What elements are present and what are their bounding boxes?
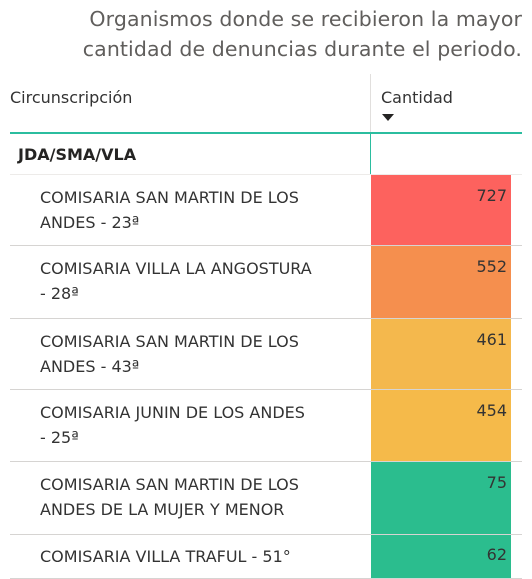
value-cell: 75 [371, 462, 511, 534]
table-row[interactable]: COMISARIA SAN MARTIN DE LOS ANDES DE LA … [10, 462, 522, 535]
row-name-line-1: COMISARIA SAN MARTIN DE LOS [40, 475, 299, 494]
value-cell: 727 [371, 175, 511, 245]
row-name-line-2: - 25ª [40, 428, 79, 447]
row-name: COMISARIA JUNIN DE LOS ANDES - 25ª [40, 400, 360, 450]
row-value: 62 [486, 545, 507, 564]
row-name-line-1: COMISARIA SAN MARTIN DE LOS [40, 188, 299, 207]
row-name-line-2: ANDES - 43ª [40, 357, 140, 376]
value-cell: 461 [371, 319, 511, 389]
row-name-line-1: COMISARIA SAN MARTIN DE LOS [40, 332, 299, 351]
table-row[interactable]: COMISARIA VILLA LA ANGOSTURA - 28ª 552 [10, 246, 522, 319]
row-name: COMISARIA SAN MARTIN DE LOS ANDES - 43ª [40, 329, 360, 379]
value-cell: 552 [371, 246, 511, 318]
row-value: 727 [476, 186, 507, 205]
row-name: COMISARIA SAN MARTIN DE LOS ANDES - 23ª [40, 185, 360, 235]
row-value: 75 [486, 473, 507, 492]
row-name: COMISARIA VILLA TRAFUL - 51° [40, 544, 360, 569]
table-row[interactable]: COMISARIA SAN MARTIN DE LOS ANDES - 23ª … [10, 175, 522, 246]
row-name-line-2: ANDES DE LA MUJER Y MENOR [40, 500, 285, 519]
value-cell: 454 [371, 390, 511, 461]
table-header: Circunscripción Cantidad [10, 74, 522, 134]
row-name-line-1: COMISARIA JUNIN DE LOS ANDES [40, 403, 305, 422]
table-row[interactable]: COMISARIA JUNIN DE LOS ANDES - 25ª 454 [10, 390, 522, 462]
row-name-line-1: COMISARIA VILLA LA ANGOSTURA [40, 259, 312, 278]
row-name-line-2: ANDES - 23ª [40, 213, 140, 232]
row-value: 552 [476, 257, 507, 276]
row-name-line-1: COMISARIA VILLA TRAFUL - 51° [40, 547, 291, 566]
table-visual: Circunscripción Cantidad JDA/SMA/VLA COM… [10, 74, 522, 579]
column-header-cantidad[interactable]: Cantidad [370, 74, 523, 132]
row-name-line-2: - 28ª [40, 284, 79, 303]
row-value: 454 [476, 401, 507, 420]
group-row[interactable]: JDA/SMA/VLA [10, 134, 522, 175]
group-value-cell [370, 134, 523, 174]
title-line-2: cantidad de denuncias durante el periodo… [82, 37, 522, 61]
visual-title: Organismos donde se recibieron la mayor … [0, 4, 522, 64]
row-name: COMISARIA SAN MARTIN DE LOS ANDES DE LA … [40, 472, 360, 522]
column-header-circunscripcion[interactable]: Circunscripción [10, 88, 133, 107]
value-cell: 62 [371, 535, 511, 578]
title-line-1: Organismos donde se recibieron la mayor [89, 7, 522, 31]
row-name: COMISARIA VILLA LA ANGOSTURA - 28ª [40, 256, 360, 306]
column-header-cantidad-label: Cantidad [381, 88, 453, 107]
table-row[interactable]: COMISARIA VILLA TRAFUL - 51° 62 [10, 535, 522, 579]
sort-descending-icon[interactable] [382, 114, 394, 121]
table-row[interactable]: COMISARIA SAN MARTIN DE LOS ANDES - 43ª … [10, 319, 522, 390]
row-value: 461 [476, 330, 507, 349]
group-label: JDA/SMA/VLA [18, 145, 137, 164]
